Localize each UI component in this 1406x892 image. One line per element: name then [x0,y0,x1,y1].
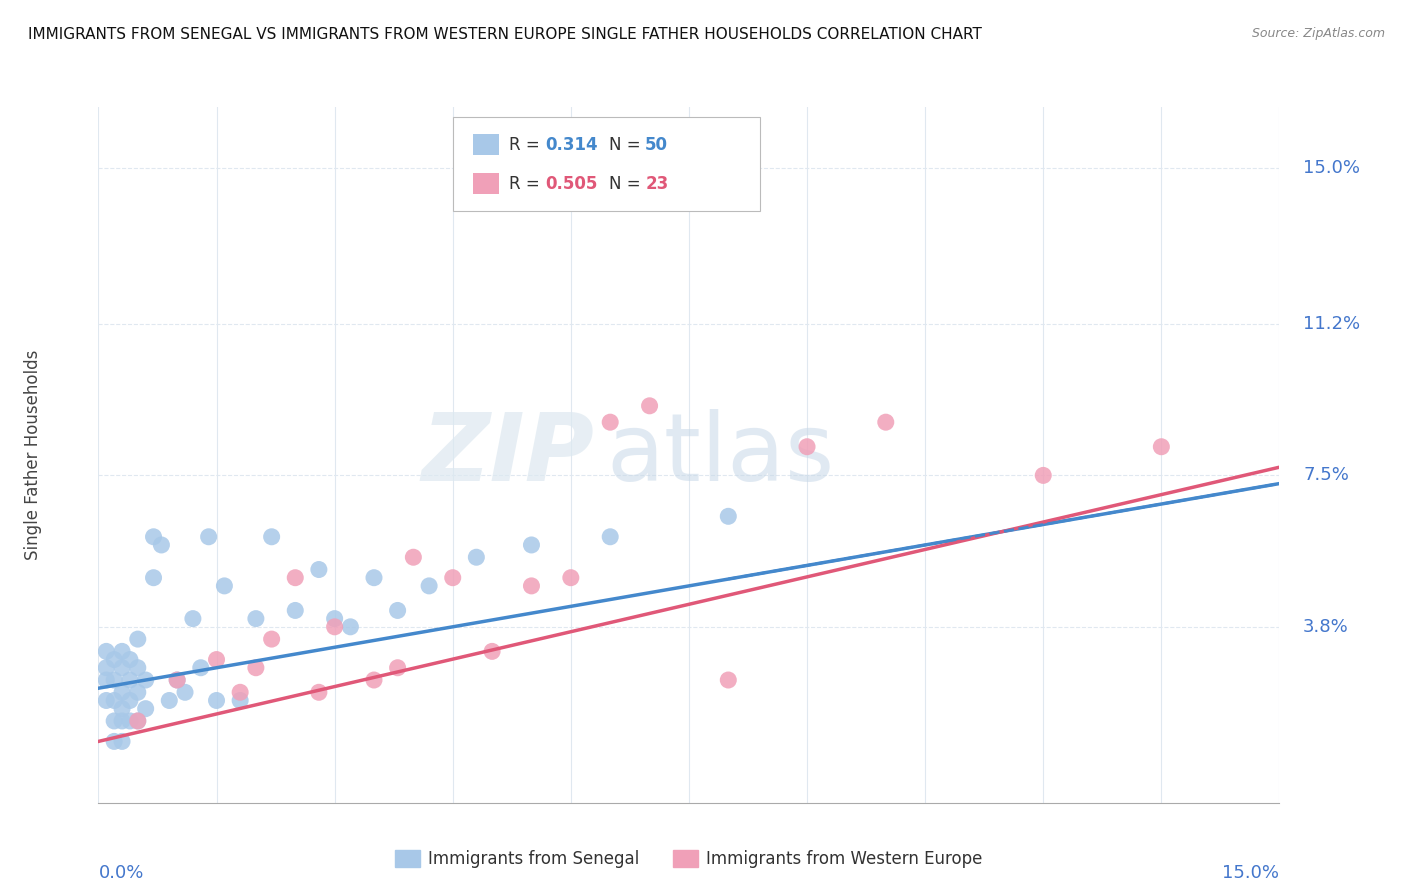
Point [229,693,252,707]
Point [260,530,283,544]
Point [214,579,236,593]
Text: 7.5%: 7.5% [1303,467,1348,484]
Point [717,673,740,687]
Text: N =: N = [609,136,640,153]
Point [418,579,440,593]
Point [111,701,134,715]
Point [142,530,165,544]
Point [96,644,118,658]
Point [245,661,267,675]
Point [103,714,125,728]
Point [1150,440,1173,454]
Point [387,603,409,617]
Point [96,693,118,707]
FancyBboxPatch shape [472,134,499,155]
Point [150,538,173,552]
Point [118,652,141,666]
Point [520,579,543,593]
Point [111,734,134,748]
Point [197,530,219,544]
Point [481,644,503,658]
Point [127,714,149,728]
Point [118,673,141,687]
Point [135,701,157,715]
Point [103,734,125,748]
Point [181,612,204,626]
Point [599,415,621,429]
Point [465,550,488,565]
Text: IMMIGRANTS FROM SENEGAL VS IMMIGRANTS FROM WESTERN EUROPE SINGLE FATHER HOUSEHOL: IMMIGRANTS FROM SENEGAL VS IMMIGRANTS FR… [28,27,981,42]
Text: R =: R = [509,136,546,153]
Point [111,644,134,658]
Point [111,661,134,675]
Point [717,509,740,524]
Text: R =: R = [509,175,546,193]
Point [387,661,409,675]
Text: 0.505: 0.505 [546,175,598,193]
Point [875,415,897,429]
Point [323,612,346,626]
Point [245,612,267,626]
Point [127,661,149,675]
Point [339,620,361,634]
Text: 11.2%: 11.2% [1303,315,1360,333]
Text: 15.0%: 15.0% [1222,864,1279,882]
Text: 23: 23 [645,175,668,193]
Point [796,440,818,454]
Text: ZIP: ZIP [422,409,595,501]
Text: 0.0%: 0.0% [98,864,143,882]
Point [560,571,582,585]
Text: N =: N = [609,175,640,193]
Point [103,693,125,707]
Point [96,661,118,675]
Point [284,571,307,585]
Point [96,673,118,687]
Point [190,661,212,675]
Point [402,550,425,565]
Legend: Immigrants from Senegal, Immigrants from Western Europe: Immigrants from Senegal, Immigrants from… [388,843,990,874]
FancyBboxPatch shape [472,173,499,194]
Point [363,673,385,687]
Point [1032,468,1054,483]
Text: 3.8%: 3.8% [1303,618,1348,636]
Point [118,693,141,707]
Point [166,673,188,687]
Point [260,632,283,646]
Point [205,693,228,707]
Point [127,714,149,728]
Point [111,685,134,699]
Point [157,693,180,707]
Point [323,620,346,634]
Point [111,714,134,728]
Point [135,673,157,687]
Text: 15.0%: 15.0% [1303,160,1360,178]
Point [118,714,141,728]
Point [127,632,149,646]
FancyBboxPatch shape [453,118,759,211]
Text: atlas: atlas [606,409,835,501]
Point [638,399,661,413]
Point [363,571,385,585]
Point [308,685,330,699]
Point [441,571,464,585]
Point [103,652,125,666]
Point [284,603,307,617]
Point [103,673,125,687]
Point [142,571,165,585]
Point [520,538,543,552]
Point [166,673,188,687]
Point [229,685,252,699]
Point [127,685,149,699]
Text: 0.314: 0.314 [546,136,598,153]
Point [205,652,228,666]
Text: Source: ZipAtlas.com: Source: ZipAtlas.com [1251,27,1385,40]
Point [599,530,621,544]
Point [308,562,330,576]
Text: Single Father Households: Single Father Households [24,350,42,560]
Text: 50: 50 [645,136,668,153]
Point [174,685,197,699]
